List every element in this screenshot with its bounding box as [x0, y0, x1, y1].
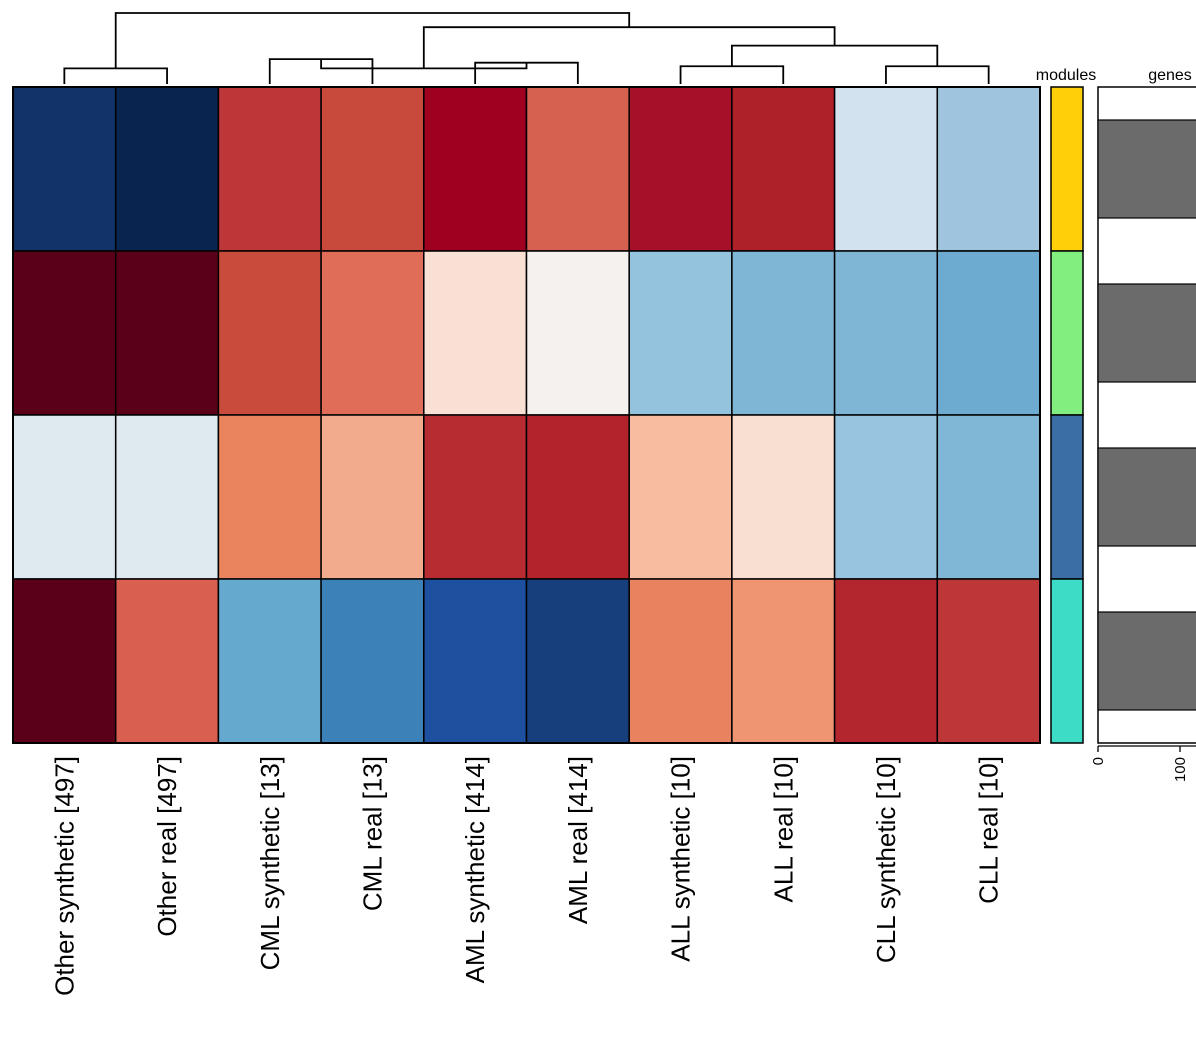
module-cell	[1050, 86, 1084, 252]
modules-label: modules	[1036, 67, 1096, 84]
modules-annotation: modules	[1036, 67, 1096, 744]
genes-axis-tick-label: 100	[1172, 757, 1189, 782]
heatmap-cell	[936, 578, 1041, 744]
heatmap-cell	[628, 250, 733, 416]
heatmap-cell	[423, 414, 528, 580]
heatmap-cell	[114, 250, 220, 416]
column-label: CML real [13]	[357, 756, 387, 911]
heatmap-grid	[12, 86, 1041, 744]
heatmap-cell	[833, 578, 939, 744]
heatmap-cell	[217, 250, 322, 416]
heatmap-cell	[320, 414, 425, 580]
column-label: ALL synthetic [10]	[666, 756, 696, 962]
heatmap-cell	[217, 578, 322, 744]
column-label: CLL real [10]	[974, 756, 1004, 904]
heatmap-cell	[525, 578, 630, 744]
heatmap-cell	[833, 414, 939, 580]
column-label: Other synthetic [497]	[49, 756, 79, 996]
heatmap-cell	[731, 250, 836, 416]
heatmap-cell	[217, 414, 322, 580]
heatmap-cell	[628, 578, 733, 744]
heatmap-cell	[628, 414, 733, 580]
heatmap-cell	[423, 86, 528, 252]
genes-label: genes	[1148, 67, 1192, 84]
genes-bar	[1097, 283, 1196, 383]
heatmap-border	[12, 86, 1041, 744]
module-cell	[1050, 414, 1084, 580]
heatmap-cell	[423, 250, 528, 416]
heatmap-cell	[12, 578, 117, 744]
column-label: Other real [497]	[152, 756, 182, 937]
dendrogram-link	[114, 12, 631, 69]
dendrogram-link	[679, 65, 785, 84]
genes-bar	[1097, 447, 1196, 547]
heatmap-cell	[525, 414, 630, 580]
genes-bar	[1097, 119, 1196, 219]
heatmap-cell	[320, 250, 425, 416]
heatmap-cell	[217, 86, 322, 252]
column-label: AML synthetic [414]	[460, 756, 490, 983]
column-labels: Other synthetic [497] Other real [497] CML…	[49, 756, 1003, 996]
genes-axis-tick-label: 0	[1090, 757, 1107, 765]
heatmap-cell	[525, 86, 630, 252]
heatmap-cell	[936, 250, 1041, 416]
column-label: AML real [414]	[563, 756, 593, 924]
heatmap-cell	[833, 250, 939, 416]
heatmap-cell	[114, 86, 220, 252]
heatmap-cell	[320, 86, 425, 252]
heatmap-cell	[731, 86, 836, 252]
heatmap-cell	[423, 578, 528, 744]
genes-barplot: genes 0100200	[1090, 67, 1196, 782]
heatmap-cell	[114, 578, 220, 744]
heatmap-cell	[833, 86, 939, 252]
heatmap-cell	[731, 578, 836, 744]
heatmap-cell	[12, 86, 117, 252]
heatmap-cell	[936, 414, 1041, 580]
dendrogram-link	[731, 44, 939, 67]
heatmap-cell	[12, 250, 117, 416]
heatmap-cell	[114, 414, 220, 580]
genes-bar	[1097, 611, 1196, 711]
dendrogram-link	[885, 65, 990, 84]
column-label: CLL synthetic [10]	[871, 756, 901, 963]
heatmap-cell	[731, 414, 836, 580]
column-dendrogram	[63, 12, 990, 84]
heatmap-cell	[320, 578, 425, 744]
column-label: CML synthetic [13]	[255, 756, 285, 970]
heatmap-cell	[936, 86, 1041, 252]
module-cell	[1050, 250, 1084, 416]
heatmap-cell	[12, 414, 117, 580]
column-label: ALL real [10]	[768, 756, 798, 902]
module-cell	[1050, 578, 1084, 744]
heatmap-cell	[525, 250, 630, 416]
dendrogram-link	[63, 67, 168, 84]
heatmap-cell	[628, 86, 733, 252]
